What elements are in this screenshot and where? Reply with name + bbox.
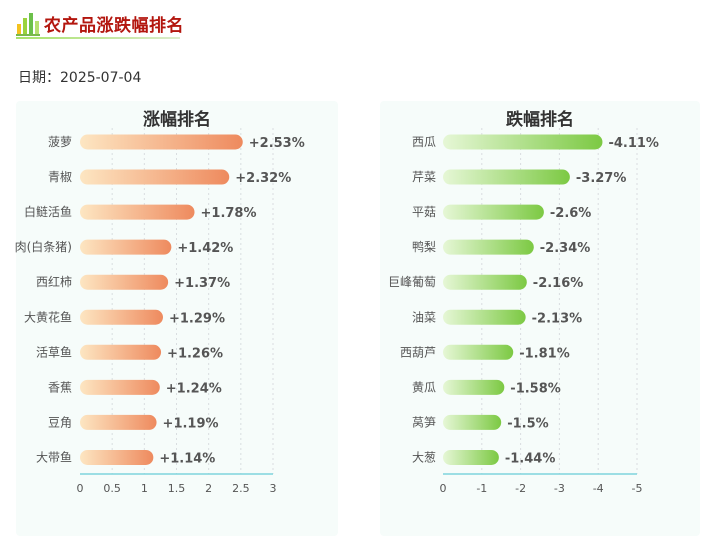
fall-data-label: -1.5% bbox=[507, 416, 548, 431]
fall-tick-label: 0 bbox=[440, 482, 447, 495]
rise-category-label: 白鲢活鱼 bbox=[24, 204, 72, 219]
fall-category-label: 黄瓜 bbox=[412, 380, 436, 394]
rise-data-label: +1.14% bbox=[159, 451, 215, 466]
fall-category-label: 鸭梨 bbox=[412, 240, 436, 254]
fall-data-label: -3.27% bbox=[576, 171, 627, 186]
rise-bar bbox=[80, 414, 157, 430]
fall-tick-label: -4 bbox=[593, 482, 604, 495]
fall-tick-label: -5 bbox=[632, 482, 643, 495]
rise-tick-label: 2 bbox=[205, 482, 212, 495]
rise-bar bbox=[80, 274, 169, 290]
fall-data-label: -1.58% bbox=[510, 381, 560, 396]
rise-bar bbox=[80, 309, 163, 325]
rise-category-label: 青椒 bbox=[48, 170, 72, 184]
rise-bar bbox=[80, 449, 154, 465]
rise-bar bbox=[80, 204, 195, 220]
rise-data-label: +2.32% bbox=[235, 171, 291, 186]
title-underline bbox=[16, 37, 180, 39]
fall-bar bbox=[443, 414, 502, 430]
rise-category-label: 大黄花鱼 bbox=[24, 309, 72, 324]
fall-data-label: -1.81% bbox=[519, 346, 570, 361]
fall-category-label: 莴笋 bbox=[412, 414, 436, 429]
fall-category-label: 大葱 bbox=[412, 450, 436, 464]
date-label: 日期：2025-07-04 bbox=[18, 70, 142, 86]
rise-category-label: 香蕉 bbox=[48, 380, 72, 394]
fall-bar bbox=[443, 344, 514, 360]
fall-data-label: -4.11% bbox=[608, 136, 659, 151]
fall-bar bbox=[443, 169, 570, 185]
fall-chart-title: 跌幅排名 bbox=[506, 110, 574, 130]
page-title: 农产品涨跌幅排名 bbox=[44, 16, 184, 36]
rise-data-label: +1.37% bbox=[174, 276, 230, 291]
rise-data-label: +1.78% bbox=[201, 206, 257, 221]
rise-tick-label: 1.5 bbox=[168, 482, 186, 495]
rise-category-label: 菠萝 bbox=[48, 135, 72, 149]
fall-bar bbox=[443, 449, 499, 465]
rise-data-label: +1.24% bbox=[166, 381, 222, 396]
rise-chart-title: 涨幅排名 bbox=[143, 110, 211, 130]
rise-category-label: 西红柿 bbox=[36, 274, 72, 289]
rise-tick-label: 3 bbox=[270, 482, 277, 495]
rise-category-label: 大带鱼 bbox=[36, 450, 72, 464]
fall-bar bbox=[443, 239, 534, 255]
fall-category-label: 西葫芦 bbox=[400, 345, 436, 359]
rise-data-label: +1.29% bbox=[169, 311, 225, 326]
fall-bar bbox=[443, 274, 527, 290]
rise-data-label: +1.26% bbox=[167, 346, 223, 361]
fall-data-label: -2.13% bbox=[532, 311, 583, 326]
fall-bar bbox=[443, 309, 526, 325]
fall-category-label: 芹菜 bbox=[412, 170, 436, 184]
rise-data-label: +1.42% bbox=[177, 241, 233, 256]
fall-data-label: -1.44% bbox=[505, 451, 556, 466]
fall-bar bbox=[443, 204, 544, 220]
rise-bar bbox=[80, 134, 243, 150]
bar-chart-logo-icon bbox=[16, 13, 40, 36]
fall-data-label: -2.6% bbox=[550, 206, 591, 221]
fall-tick-label: -1 bbox=[476, 482, 487, 495]
rise-tick-label: 0.5 bbox=[103, 482, 121, 495]
fall-bar bbox=[443, 379, 505, 395]
fall-bar bbox=[443, 134, 603, 150]
rise-category-label: 肉(白条猪) bbox=[15, 239, 72, 254]
rise-category-label: 豆角 bbox=[48, 415, 72, 429]
rise-category-label: 活草鱼 bbox=[36, 345, 72, 359]
fall-category-label: 巨峰葡萄 bbox=[388, 275, 436, 289]
fall-category-label: 油菜 bbox=[412, 310, 436, 324]
rise-bar bbox=[80, 379, 160, 395]
fall-data-label: -2.16% bbox=[533, 276, 584, 291]
fall-category-label: 西瓜 bbox=[412, 135, 436, 149]
rise-data-label: +1.19% bbox=[163, 416, 219, 431]
rise-bar bbox=[80, 169, 230, 185]
fall-tick-label: -3 bbox=[554, 482, 565, 495]
fall-tick-label: -2 bbox=[515, 482, 526, 495]
fall-data-label: -2.34% bbox=[540, 241, 591, 256]
rise-bar bbox=[80, 239, 172, 255]
fall-category-label: 平菇 bbox=[412, 205, 436, 219]
rise-bar bbox=[80, 344, 162, 360]
rise-tick-label: 1 bbox=[141, 482, 148, 495]
rise-tick-label: 2.5 bbox=[232, 482, 250, 495]
rise-data-label: +2.53% bbox=[249, 136, 305, 151]
rise-tick-label: 0 bbox=[77, 482, 84, 495]
